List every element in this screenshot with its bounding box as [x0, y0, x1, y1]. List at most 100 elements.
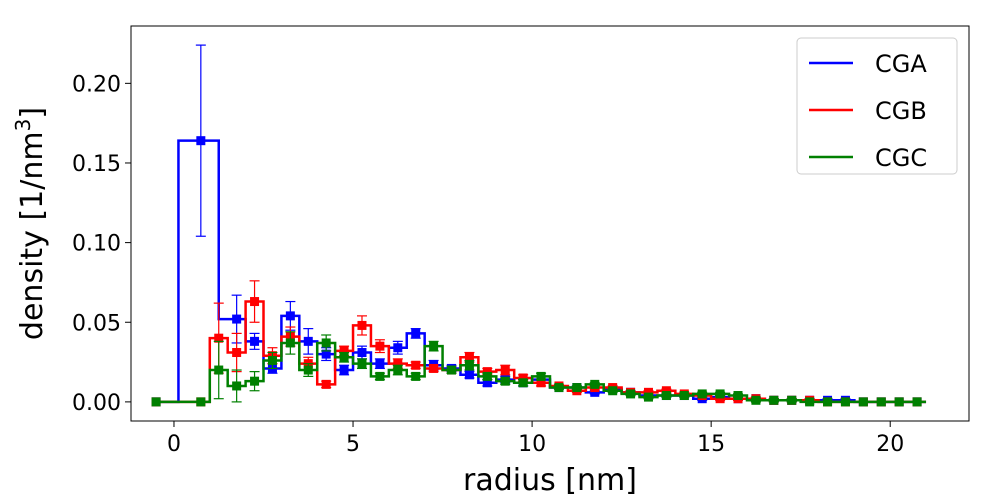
data-point [196, 397, 206, 407]
x-tick-label: 10 [518, 432, 546, 457]
data-point [715, 394, 725, 404]
y-axis-label-superscript: 3 [11, 119, 35, 132]
legend-label: CGA [875, 50, 927, 78]
data-point [536, 371, 546, 381]
data-point [393, 365, 403, 375]
data-point [285, 338, 295, 348]
y-tick-label: 0.00 [72, 391, 121, 416]
data-point [643, 392, 653, 402]
y-axis-label: density [1/nm3] [11, 107, 50, 340]
data-point [608, 386, 618, 396]
data-point [858, 397, 868, 407]
data-point [518, 378, 528, 388]
data-point [232, 381, 242, 391]
data-point [196, 136, 206, 146]
x-axis-label: radius [nm] [463, 463, 637, 498]
data-point [285, 311, 295, 321]
y-tick-label: 0.05 [72, 311, 121, 336]
data-point [339, 346, 349, 356]
x-tick-label: 15 [697, 432, 725, 457]
data-point [590, 387, 600, 397]
x-tick-label: 0 [167, 432, 181, 457]
data-point [751, 395, 761, 405]
x-tick-label: 20 [876, 432, 904, 457]
data-point [303, 365, 313, 375]
data-point [626, 389, 636, 399]
data-point [375, 371, 385, 381]
axis-layer: 0 5 10 15 20 0.00 0.05 0.10 0.15 0.20 [72, 72, 904, 457]
data-point [769, 395, 779, 405]
y-axis-label-main: density [1/nm [15, 131, 50, 340]
data-point [572, 383, 582, 393]
data-point [375, 341, 385, 351]
data-point [840, 397, 850, 407]
data-point [321, 338, 331, 348]
data-point [411, 328, 421, 338]
data-point [482, 378, 492, 388]
data-point [554, 383, 564, 393]
data-point [894, 397, 904, 407]
data-point [321, 349, 331, 359]
data-point [823, 397, 833, 407]
plot-frame [130, 25, 970, 422]
series-cgc [151, 331, 927, 407]
data-point [590, 379, 600, 389]
x-tick-label: 5 [346, 432, 360, 457]
plot-layer [151, 44, 927, 407]
data-point [518, 373, 528, 383]
data-point [393, 359, 403, 369]
data-point [733, 391, 743, 401]
legend: CGA CGB CGC [796, 37, 958, 175]
data-point [250, 376, 260, 386]
data-point [411, 360, 421, 370]
data-point [787, 395, 797, 405]
data-point [232, 314, 242, 324]
data-point [339, 365, 349, 375]
data-point [482, 371, 492, 381]
data-point [411, 371, 421, 381]
data-point [447, 365, 457, 375]
data-point [876, 397, 886, 407]
data-point [250, 336, 260, 346]
data-point [482, 367, 492, 377]
data-point [339, 352, 349, 362]
data-point [643, 387, 653, 397]
data-point [375, 359, 385, 369]
data-point [303, 336, 313, 346]
data-point [464, 360, 474, 370]
data-point [464, 352, 474, 362]
data-point [464, 370, 474, 380]
data-point [500, 376, 510, 386]
data-point [357, 359, 367, 369]
data-point [661, 391, 671, 401]
y-tick-label: 0.20 [72, 72, 121, 97]
data-point [805, 397, 815, 407]
data-point [679, 391, 689, 401]
legend-label: CGB [875, 97, 927, 125]
data-point [214, 365, 224, 375]
data-point [697, 389, 707, 399]
legend-label: CGC [875, 144, 927, 172]
data-point [715, 389, 725, 399]
data-point [429, 363, 439, 373]
legend-box [796, 37, 958, 175]
data-point [214, 333, 224, 343]
data-point [232, 348, 242, 358]
data-point [500, 365, 510, 375]
data-point [429, 341, 439, 351]
y-tick-label: 0.15 [72, 152, 121, 177]
data-point [912, 397, 922, 407]
data-point [151, 397, 161, 407]
data-point [536, 378, 546, 388]
series-cgb [151, 280, 927, 407]
data-point [267, 355, 277, 365]
data-point [357, 320, 367, 330]
data-point [661, 386, 671, 396]
y-tick-label: 0.10 [72, 232, 121, 257]
data-point [321, 379, 331, 389]
y-axis-label-end: ] [15, 107, 50, 119]
data-point [250, 297, 260, 307]
data-point [393, 343, 403, 353]
data-point [357, 348, 367, 358]
